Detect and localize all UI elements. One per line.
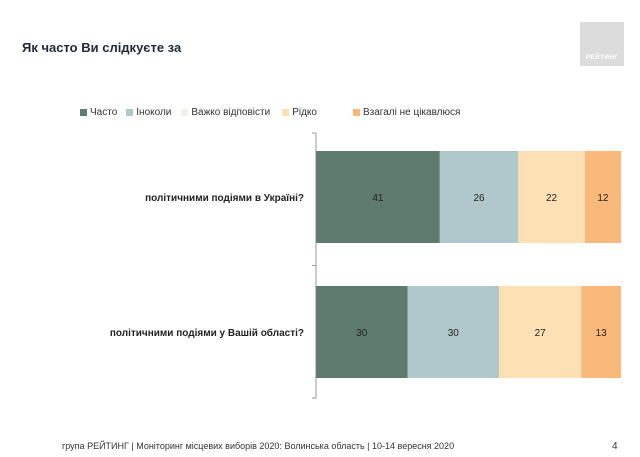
bar-segment-2-4 (499, 286, 582, 378)
bar-segment-1-1 (316, 151, 440, 243)
data-label: 22 (546, 193, 558, 204)
legend-label: Взагалі не цікавлюся (362, 107, 461, 118)
logo-text: РЕЙТИНГ (585, 54, 619, 61)
legend-swatch (282, 109, 290, 116)
bar-segment-2-5 (581, 286, 621, 378)
legend-swatch (126, 109, 134, 116)
bar-segment-1-5 (584, 151, 621, 243)
legend-swatch (352, 109, 360, 116)
bar-segment-2-1 (316, 286, 408, 378)
legend: Часто Іноколи Важко відповісти Рідко Взагалі… (80, 107, 460, 118)
legend-label: Іноколи (136, 107, 172, 118)
legend-label: Часто (90, 107, 118, 118)
legend-label: Важко відповісти (191, 107, 271, 118)
bar-segment-1-4 (518, 151, 585, 243)
legend-swatch (181, 109, 189, 116)
legend-item-5: Взагалі не цікавлюся (352, 107, 461, 118)
bar-segment-2-2 (407, 286, 499, 378)
chart-title: Як часто Ви слідкуєте за (22, 40, 182, 55)
data-label: 26 (474, 193, 486, 204)
data-label: 30 (448, 328, 460, 339)
data-label: 27 (535, 328, 547, 339)
data-label: 13 (596, 328, 608, 339)
category-label: політичними подіями у Вашій області? (110, 327, 304, 339)
category-label: політичними подіями в Україні? (145, 193, 304, 204)
data-label: 30 (356, 328, 368, 339)
data-label: 41 (372, 193, 384, 204)
bar-segment-1-2 (439, 151, 519, 243)
legend-item-1: Часто (80, 107, 117, 118)
legend-item-3: Важко відповісти (181, 107, 270, 118)
footer-text: група РЕЙТИНГ | Моніторинг місцевих вибо… (62, 441, 455, 451)
legend-label: Рідко (292, 107, 317, 118)
rating-logo: РЕЙТИНГ (580, 22, 624, 66)
data-label: 12 (597, 193, 609, 204)
legend-item-2: Іноколи (126, 107, 171, 118)
page-number: 4 (612, 441, 618, 452)
legend-item-4: Рідко (282, 107, 317, 118)
legend-swatch (80, 109, 87, 116)
